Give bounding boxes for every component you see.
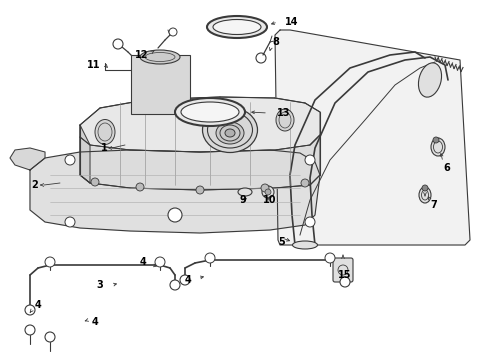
Circle shape bbox=[25, 305, 35, 315]
Circle shape bbox=[169, 28, 177, 36]
Ellipse shape bbox=[238, 188, 252, 196]
Text: 3: 3 bbox=[97, 280, 103, 290]
Circle shape bbox=[205, 253, 215, 263]
Ellipse shape bbox=[293, 241, 318, 249]
Ellipse shape bbox=[419, 187, 431, 203]
Text: 11: 11 bbox=[87, 60, 100, 70]
Polygon shape bbox=[10, 148, 45, 170]
Circle shape bbox=[261, 184, 269, 192]
Ellipse shape bbox=[207, 16, 267, 38]
Circle shape bbox=[265, 189, 271, 195]
Text: 4: 4 bbox=[35, 300, 41, 310]
Circle shape bbox=[180, 275, 190, 285]
Circle shape bbox=[170, 280, 180, 290]
Text: 4: 4 bbox=[92, 317, 98, 327]
Polygon shape bbox=[80, 97, 320, 152]
Circle shape bbox=[168, 208, 182, 222]
Circle shape bbox=[196, 186, 204, 194]
Ellipse shape bbox=[140, 50, 180, 64]
Circle shape bbox=[65, 155, 75, 165]
Circle shape bbox=[45, 332, 55, 342]
Circle shape bbox=[45, 257, 55, 267]
Text: 7: 7 bbox=[430, 200, 437, 210]
Text: 13: 13 bbox=[277, 108, 291, 118]
FancyBboxPatch shape bbox=[131, 55, 190, 114]
Ellipse shape bbox=[216, 122, 244, 144]
Circle shape bbox=[91, 178, 99, 186]
Ellipse shape bbox=[95, 120, 115, 144]
Circle shape bbox=[155, 257, 165, 267]
Ellipse shape bbox=[181, 102, 239, 122]
Text: 15: 15 bbox=[338, 270, 352, 280]
Text: 9: 9 bbox=[240, 195, 246, 205]
Circle shape bbox=[301, 179, 309, 187]
Text: 4: 4 bbox=[185, 275, 192, 285]
Text: 6: 6 bbox=[443, 163, 450, 173]
Ellipse shape bbox=[213, 19, 261, 35]
Circle shape bbox=[113, 39, 123, 49]
Circle shape bbox=[305, 217, 315, 227]
Polygon shape bbox=[275, 30, 470, 245]
Text: 14: 14 bbox=[285, 17, 298, 27]
Text: 2: 2 bbox=[31, 180, 38, 190]
Circle shape bbox=[65, 217, 75, 227]
Circle shape bbox=[25, 325, 35, 335]
Text: 1: 1 bbox=[101, 143, 108, 153]
Polygon shape bbox=[80, 135, 320, 190]
Circle shape bbox=[262, 186, 274, 198]
Circle shape bbox=[136, 183, 144, 191]
Text: 8: 8 bbox=[272, 37, 279, 47]
Ellipse shape bbox=[202, 108, 258, 153]
Ellipse shape bbox=[225, 129, 235, 137]
Text: 5: 5 bbox=[279, 237, 285, 247]
Circle shape bbox=[433, 137, 439, 143]
Text: 12: 12 bbox=[134, 50, 148, 60]
Circle shape bbox=[422, 185, 428, 191]
Ellipse shape bbox=[418, 63, 441, 97]
FancyBboxPatch shape bbox=[333, 258, 353, 282]
Circle shape bbox=[305, 155, 315, 165]
Ellipse shape bbox=[175, 98, 245, 126]
Polygon shape bbox=[30, 150, 320, 233]
Ellipse shape bbox=[276, 109, 294, 131]
Circle shape bbox=[325, 253, 335, 263]
Text: 10: 10 bbox=[263, 195, 277, 205]
Text: 4: 4 bbox=[140, 257, 147, 267]
Circle shape bbox=[340, 277, 350, 287]
Polygon shape bbox=[80, 125, 90, 183]
Ellipse shape bbox=[431, 138, 445, 156]
